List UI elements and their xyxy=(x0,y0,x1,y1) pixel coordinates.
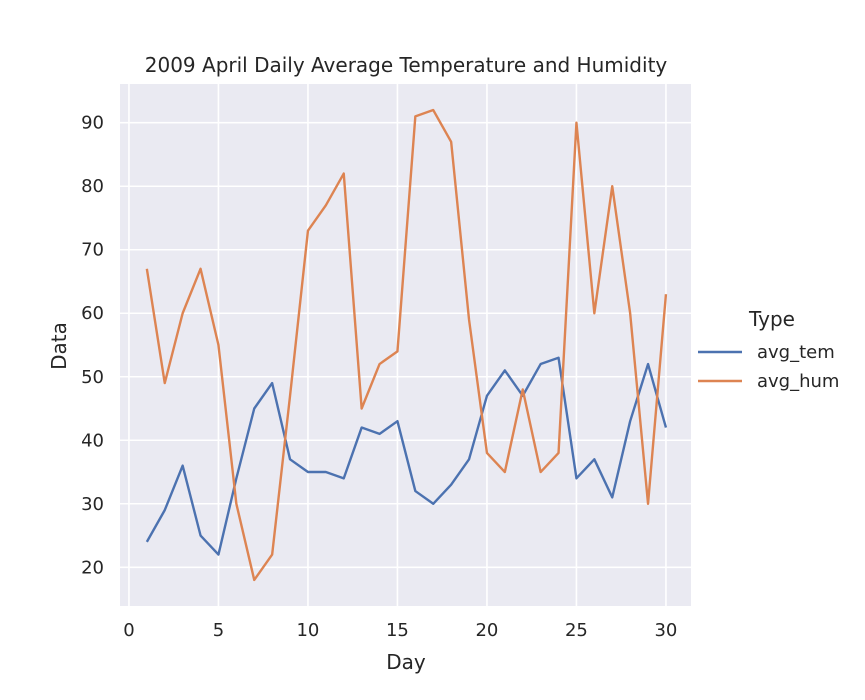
series-lines xyxy=(145,108,668,582)
legend: Type avg_tem avg_hum xyxy=(698,307,839,392)
x-axis-label: Day xyxy=(386,650,426,674)
x-tick-label: 25 xyxy=(565,620,588,641)
y-tick-label: 70 xyxy=(81,240,104,261)
y-axis-label: Data xyxy=(47,322,71,370)
chart-title: 2009 April Daily Average Temperature and… xyxy=(145,53,668,77)
series-line-avg-hum xyxy=(145,108,668,582)
y-tick-label: 30 xyxy=(81,494,104,515)
y-tick-label: 40 xyxy=(81,430,104,451)
legend-label-avg-hum: avg_hum xyxy=(757,371,839,392)
x-tick-label: 30 xyxy=(654,620,677,641)
x-tick-label: 20 xyxy=(475,620,498,641)
y-tick-label: 80 xyxy=(81,176,104,197)
x-tick-label: 0 xyxy=(123,620,134,641)
x-tick-label: 15 xyxy=(386,620,409,641)
y-tick-labels: 20 30 40 50 60 70 80 90 xyxy=(81,113,104,579)
series-line-avg-tem xyxy=(145,356,668,556)
plot-area xyxy=(120,84,691,606)
x-tick-label: 5 xyxy=(213,620,224,641)
y-tick-label: 90 xyxy=(81,113,104,134)
x-tick-labels: 0 5 10 15 20 25 30 xyxy=(123,620,677,641)
legend-title: Type xyxy=(748,307,795,331)
y-tick-label: 50 xyxy=(81,367,104,388)
y-tick-label: 60 xyxy=(81,303,104,324)
legend-label-avg-tem: avg_tem xyxy=(757,342,835,363)
y-tick-label: 20 xyxy=(81,557,104,578)
x-tick-label: 10 xyxy=(296,620,319,641)
